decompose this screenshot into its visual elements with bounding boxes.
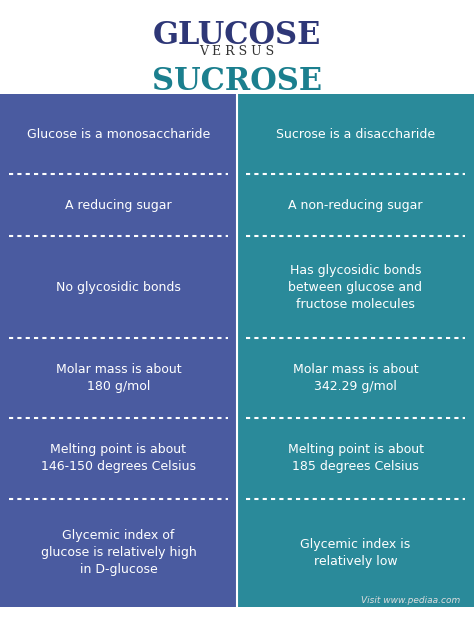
FancyBboxPatch shape: [237, 236, 474, 338]
FancyBboxPatch shape: [0, 236, 237, 338]
Text: Sucrose is a disaccharide: Sucrose is a disaccharide: [276, 128, 435, 141]
Text: Melting point is about
185 degrees Celsius: Melting point is about 185 degrees Celsi…: [288, 443, 423, 474]
Text: GLUCOSE: GLUCOSE: [153, 20, 321, 51]
FancyBboxPatch shape: [237, 94, 474, 175]
FancyBboxPatch shape: [0, 94, 237, 175]
Text: Molar mass is about
180 g/mol: Molar mass is about 180 g/mol: [55, 363, 182, 393]
FancyBboxPatch shape: [0, 498, 237, 607]
Text: Has glycosidic bonds
between glucose and
fructose molecules: Has glycosidic bonds between glucose and…: [289, 264, 422, 311]
Text: V E R S U S: V E R S U S: [200, 45, 274, 58]
FancyBboxPatch shape: [0, 175, 237, 236]
FancyBboxPatch shape: [237, 338, 474, 418]
FancyBboxPatch shape: [237, 418, 474, 498]
FancyBboxPatch shape: [0, 418, 237, 498]
FancyBboxPatch shape: [237, 498, 474, 607]
Text: Glucose is a monosaccharide: Glucose is a monosaccharide: [27, 128, 210, 141]
Text: Glycemic index of
glucose is relatively high
in D-glucose: Glycemic index of glucose is relatively …: [41, 529, 196, 576]
Text: A non-reducing sugar: A non-reducing sugar: [288, 199, 423, 212]
FancyBboxPatch shape: [237, 175, 474, 236]
Text: No glycosidic bonds: No glycosidic bonds: [56, 280, 181, 293]
Text: SUCROSE: SUCROSE: [152, 66, 322, 97]
Text: A reducing sugar: A reducing sugar: [65, 199, 172, 212]
Text: Glycemic index is
relatively low: Glycemic index is relatively low: [301, 537, 410, 568]
Text: Molar mass is about
342.29 g/mol: Molar mass is about 342.29 g/mol: [292, 363, 419, 393]
FancyBboxPatch shape: [0, 338, 237, 418]
Text: Visit www.pediaa.com: Visit www.pediaa.com: [361, 596, 460, 605]
Text: Melting point is about
146-150 degrees Celsius: Melting point is about 146-150 degrees C…: [41, 443, 196, 474]
